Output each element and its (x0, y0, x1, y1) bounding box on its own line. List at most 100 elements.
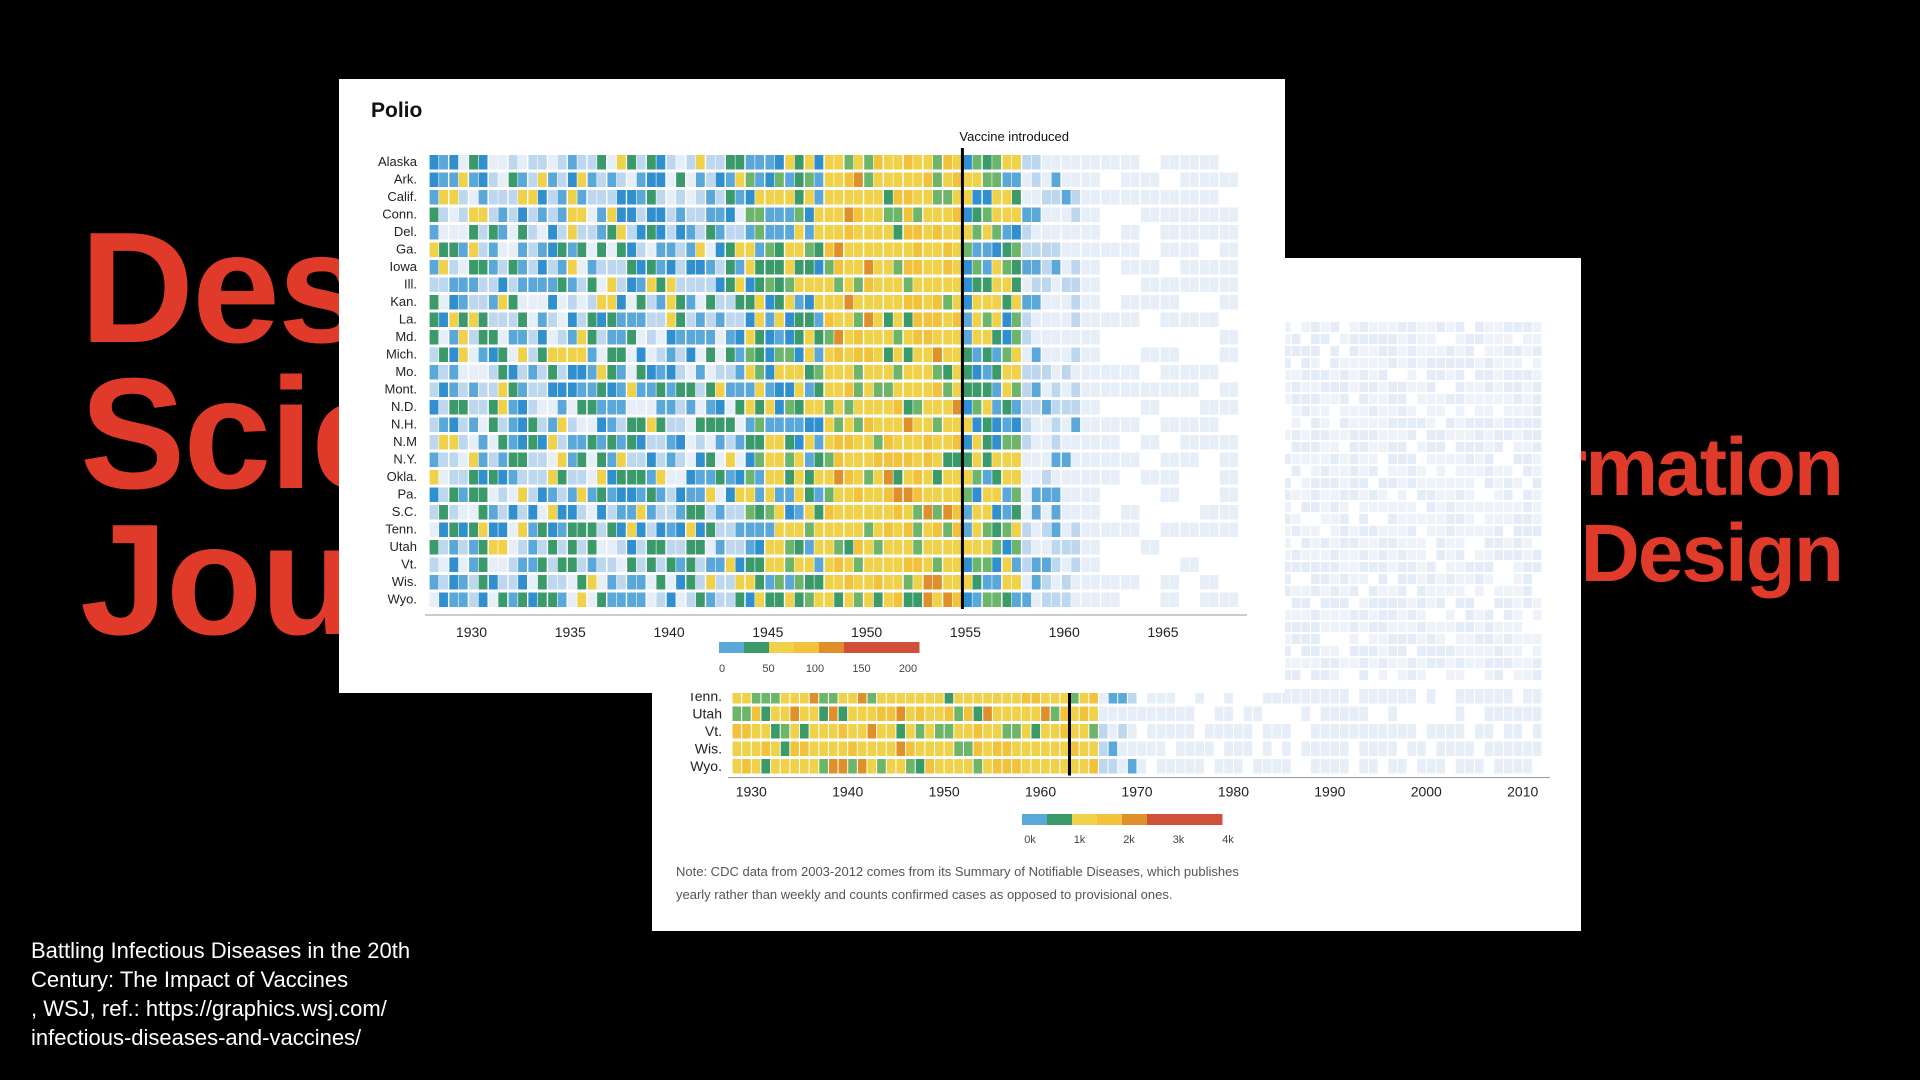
heatmap-cell (1426, 526, 1436, 536)
heatmap-cell (656, 400, 666, 415)
heatmap-cell (1071, 190, 1081, 205)
heatmap-cell (656, 592, 666, 607)
heatmap-cell (1189, 155, 1199, 170)
heatmap-cell (1002, 172, 1012, 187)
heatmap-cell (1051, 207, 1061, 222)
heatmap-cell (1513, 658, 1523, 668)
heatmap-cell (1209, 592, 1219, 607)
heatmap-cell (577, 225, 587, 240)
heatmap-cell (488, 382, 498, 397)
heatmap-cell (1388, 430, 1397, 440)
heatmap-cell (1091, 592, 1100, 607)
heatmap-cell (1291, 634, 1301, 644)
heatmap-cell (1150, 190, 1160, 205)
heatmap-cell (548, 417, 558, 432)
heatmap-cell (1320, 442, 1330, 452)
heatmap-cell (587, 557, 597, 572)
heatmap-cell (1513, 759, 1523, 774)
heatmap-cell (1494, 418, 1503, 428)
heatmap-cell (508, 312, 518, 327)
heatmap-cell (883, 575, 893, 590)
heatmap-cell (656, 277, 666, 292)
heatmap-cell (1209, 207, 1219, 222)
heatmap-cell (883, 382, 893, 397)
heatmap-cell (1513, 670, 1523, 680)
legend-swatch (1122, 814, 1148, 825)
heatmap-cell (883, 452, 893, 467)
heatmap-cell (745, 312, 755, 327)
heatmap-cell (458, 155, 468, 170)
heatmap-cell (883, 312, 893, 327)
heatmap-cell (1340, 610, 1349, 620)
heatmap-cell (1291, 562, 1301, 572)
heatmap-cell (1523, 322, 1532, 332)
heatmap-cell (794, 470, 804, 485)
heatmap-cell (1330, 670, 1339, 680)
heatmap-cell (1282, 526, 1291, 536)
heatmap-cell (1436, 514, 1446, 524)
heatmap-cell (906, 724, 915, 739)
heatmap-cell (1513, 430, 1523, 440)
heatmap-cell (607, 592, 617, 607)
heatmap-cell (1523, 466, 1532, 476)
heatmap-cell (1098, 689, 1108, 704)
heatmap-cell (1359, 538, 1368, 548)
heatmap-cell (469, 417, 478, 432)
heatmap-cell (1340, 334, 1349, 344)
heatmap-cell (715, 155, 725, 170)
heatmap-cell (1475, 658, 1484, 668)
heatmap-cell (429, 575, 439, 590)
heatmap-cell (963, 505, 972, 520)
heatmap-cell (932, 487, 942, 502)
heatmap-cell (1446, 610, 1455, 620)
heatmap-cell (1101, 522, 1111, 537)
heatmap-cell (1130, 172, 1140, 187)
heatmap-cell (567, 312, 577, 327)
heatmap-cell (774, 207, 784, 222)
heatmap-cell (1051, 190, 1061, 205)
heatmap-cell (1523, 598, 1532, 608)
heatmap-cell (814, 417, 824, 432)
heatmap-cell (765, 242, 775, 257)
heatmap-cell (765, 522, 775, 537)
heatmap-cell (686, 487, 696, 502)
heatmap-cell (597, 347, 607, 362)
heatmap-cell (1002, 260, 1012, 275)
heatmap-cell (1378, 370, 1388, 380)
heatmap-cell (1031, 242, 1041, 257)
heatmap-cell (1219, 592, 1229, 607)
heatmap-cell (824, 417, 834, 432)
legend-swatch (1022, 814, 1048, 825)
heatmap-cell (1051, 172, 1061, 187)
heatmap-cell (1397, 724, 1407, 739)
heatmap-cell (780, 706, 790, 721)
heatmap-cell (1475, 622, 1484, 632)
heatmap-cell (646, 382, 656, 397)
heatmap-cell (873, 417, 883, 432)
heatmap-cell (774, 242, 784, 257)
heatmap-cell (992, 487, 1002, 502)
heatmap-cell (587, 225, 597, 240)
heatmap-cell (1031, 225, 1041, 240)
heatmap-cell (903, 522, 913, 537)
heatmap-cell (804, 312, 814, 327)
heatmap-cell (1368, 394, 1378, 404)
heatmap-cell (1205, 741, 1214, 756)
heatmap-cell (1071, 505, 1081, 520)
heatmap-cell (982, 190, 992, 205)
heatmap-cell (706, 260, 716, 275)
heatmap-cell (1494, 322, 1503, 332)
heatmap-cell (607, 365, 617, 380)
heatmap-cell (1219, 207, 1229, 222)
heatmap-cell (1042, 207, 1051, 222)
heatmap-cell (906, 741, 915, 756)
heatmap-cell (992, 155, 1002, 170)
heatmap-cell (1397, 502, 1407, 512)
heatmap-cell (913, 470, 923, 485)
heatmap-cell (1189, 277, 1199, 292)
heatmap-cell (1397, 466, 1407, 476)
heatmap-cell (1110, 592, 1120, 607)
heatmap-cell (508, 277, 518, 292)
heatmap-cell (1465, 562, 1474, 572)
heatmap-cell (1388, 689, 1397, 704)
